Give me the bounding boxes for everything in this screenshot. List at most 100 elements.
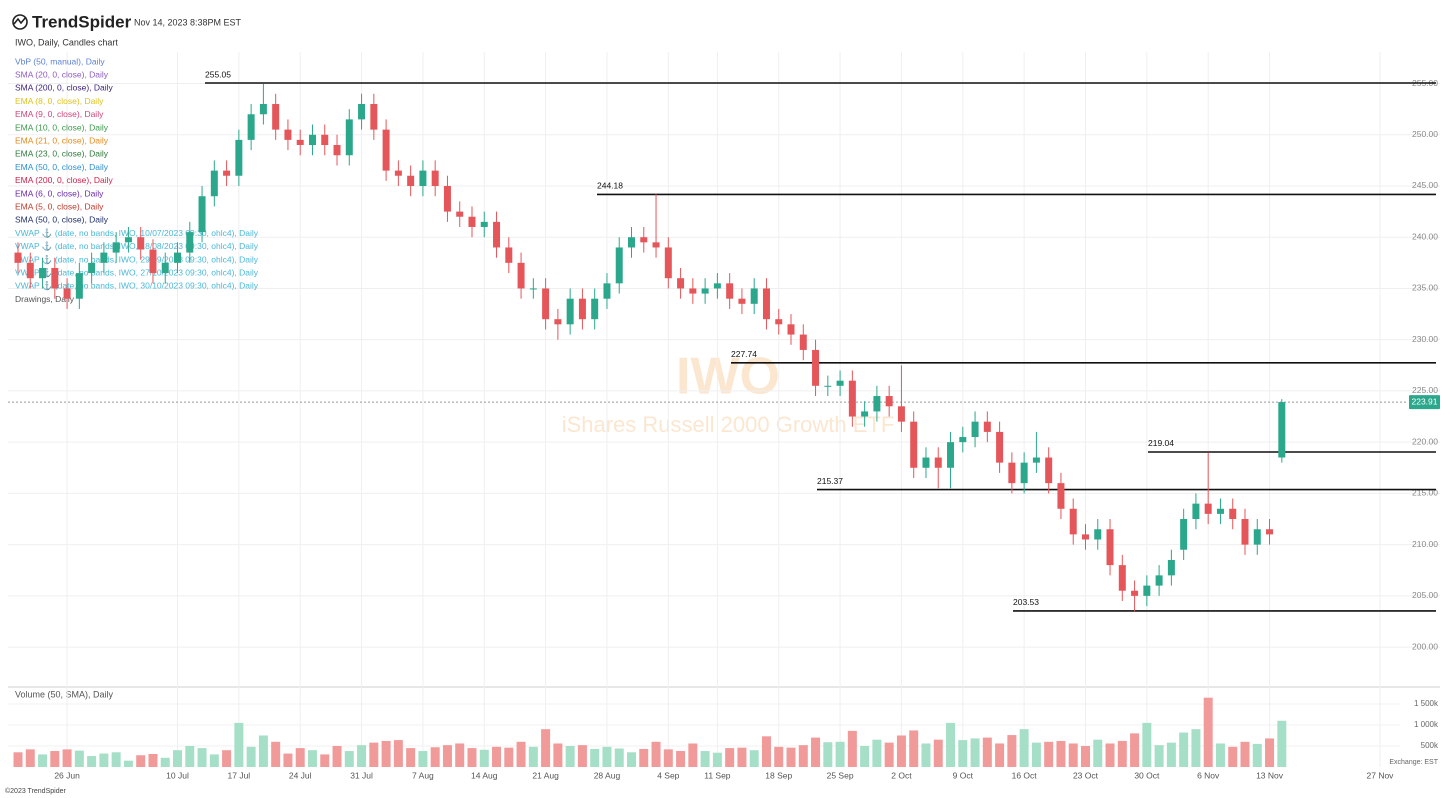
volume-bar	[798, 745, 808, 767]
level-label: 203.53	[1013, 597, 1039, 607]
copyright: ©2023 TrendSpider	[5, 787, 66, 795]
volume-bar	[1080, 745, 1090, 767]
level-label: 227.74	[731, 349, 757, 359]
volume-bar	[577, 745, 587, 767]
candle-body	[345, 119, 353, 156]
indicator-label: VWAP ⚓ (date, no bands, IWO, 27/10/2023 …	[15, 267, 259, 277]
volume-bar	[725, 748, 735, 767]
volume-bar	[982, 737, 992, 767]
x-tick-label: 25 Sep	[827, 770, 854, 780]
volume-bar	[406, 748, 416, 767]
candle-body	[947, 442, 955, 468]
x-tick-label: 4 Sep	[657, 770, 679, 780]
candle-body	[652, 242, 660, 248]
candle-body	[308, 134, 316, 145]
candle-body	[664, 247, 672, 279]
volume-bar	[872, 739, 882, 767]
candle-body	[848, 380, 856, 417]
y-tick-label: 235.00	[1412, 283, 1438, 293]
candle-body	[39, 267, 47, 279]
volume-bar	[271, 741, 281, 767]
logo-icon	[12, 14, 28, 30]
volume-bar	[541, 729, 551, 767]
candle-body	[787, 324, 795, 335]
indicator-label: EMA (200, 0, close), Daily	[15, 175, 114, 185]
volume-bar	[1031, 742, 1041, 767]
candle-body	[922, 457, 930, 468]
volume-bar	[860, 745, 870, 767]
volume-bar	[123, 760, 133, 767]
x-tick-label: 16 Oct	[1012, 770, 1038, 780]
volume-bar	[970, 738, 980, 767]
indicator-label: SMA (200, 0, close), Daily	[15, 83, 114, 93]
candle-body	[370, 104, 378, 130]
volume-bar	[896, 735, 906, 767]
volume-bar	[1277, 720, 1287, 767]
indicator-label: SMA (20, 0, close), Daily	[15, 69, 109, 79]
volume-bar	[921, 743, 931, 767]
candle-body	[554, 319, 562, 325]
candle-body	[1106, 529, 1114, 566]
volume-bar	[492, 746, 502, 767]
x-tick-label: 28 Aug	[594, 770, 621, 780]
volume-bar	[50, 751, 60, 767]
x-tick-label: 23 Oct	[1073, 770, 1099, 780]
candle-body	[971, 421, 979, 438]
volume-bar	[504, 747, 514, 767]
watermark-symbol: IWO	[676, 348, 780, 406]
candle-body	[26, 262, 34, 279]
volume-tick-label: 500k	[1421, 741, 1439, 750]
candle-body	[1118, 565, 1126, 591]
level-label: 215.37	[817, 476, 843, 486]
candle-body	[1057, 483, 1065, 509]
candle-body	[63, 288, 71, 299]
volume-bar	[1117, 740, 1127, 767]
volume-bar	[614, 748, 624, 767]
candle-body	[836, 380, 844, 386]
candle-body	[149, 249, 157, 274]
indicator-label: Drawings, Daily	[15, 294, 75, 304]
candle-body	[603, 283, 611, 299]
volume-bar	[553, 743, 563, 767]
y-tick-label: 220.00	[1412, 436, 1438, 446]
candle-body	[983, 421, 991, 432]
candle-body	[443, 185, 451, 212]
candle-body	[910, 421, 918, 468]
volume-bar	[357, 745, 367, 767]
candle-body	[1216, 508, 1224, 514]
volume-bar	[1215, 743, 1225, 767]
x-tick-label: 18 Sep	[765, 770, 792, 780]
candle-body	[812, 349, 820, 386]
candle-body	[578, 298, 586, 320]
candle-body	[431, 170, 439, 186]
volume-bar	[197, 748, 207, 767]
volume-bar	[442, 745, 452, 767]
candle-body	[529, 288, 537, 290]
volume-bar	[283, 753, 293, 767]
volume-bar	[173, 750, 183, 767]
candle-body	[689, 288, 697, 294]
candle-body	[284, 129, 292, 140]
volume-bar	[847, 730, 857, 767]
level-label: 219.04	[1148, 438, 1174, 448]
candle-body	[480, 221, 488, 227]
volume-bar	[185, 745, 195, 767]
candle-body	[505, 247, 513, 263]
indicator-label: EMA (21, 0, close), Daily	[15, 135, 109, 145]
candle-body	[14, 252, 22, 263]
level-label: 244.18	[597, 181, 623, 191]
x-tick-label: 26 Jun	[54, 770, 80, 780]
y-tick-label: 210.00	[1412, 539, 1438, 549]
volume-bar	[479, 749, 489, 767]
volume-bar	[381, 740, 391, 767]
volume-bar	[676, 751, 686, 767]
candle-body	[1045, 457, 1053, 484]
candle-body	[259, 104, 267, 115]
candle-body	[897, 406, 905, 422]
volume-bar	[1179, 732, 1189, 767]
logo-icon	[13, 16, 27, 25]
candle-body	[1155, 575, 1163, 586]
candle-body	[738, 298, 746, 304]
candle-body	[861, 411, 869, 417]
